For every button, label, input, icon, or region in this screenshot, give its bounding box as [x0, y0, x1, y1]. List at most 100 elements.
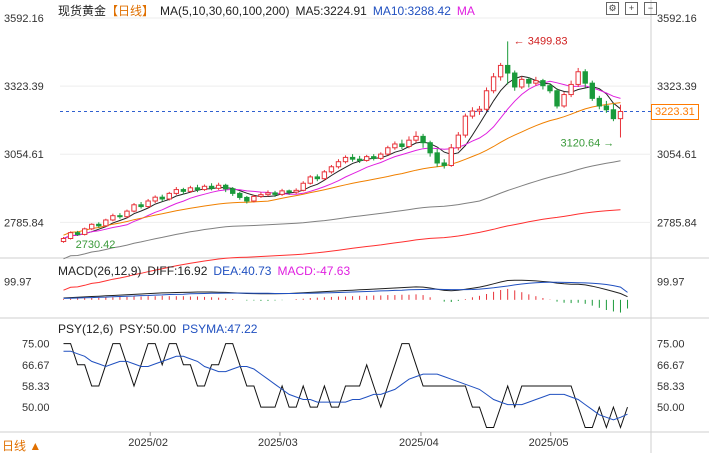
settings-icon[interactable]: ⚙ — [606, 2, 619, 15]
psy-y-tick-left: 50.00 — [22, 402, 50, 414]
x-tick-label: 2025/05 — [529, 437, 569, 449]
candle-body — [166, 192, 172, 200]
add-icon[interactable]: + — [625, 2, 638, 15]
candle-body — [159, 196, 165, 200]
low-annotation: 2730.42 — [76, 239, 116, 251]
candle-body — [378, 153, 384, 159]
main-header: 现货黄金【日线】 MA(5,10,30,60,100,200) MA5:3224.9… — [58, 2, 481, 19]
macd-diff-line — [63, 279, 628, 299]
candle-body — [110, 215, 116, 221]
ma5-value: MA5:3224.91 — [295, 4, 367, 18]
candle-body — [399, 143, 405, 148]
candlesticks — [60, 41, 624, 243]
candle-body — [533, 80, 539, 84]
y-tick-left: 3054.61 — [4, 149, 44, 161]
candle-body — [307, 176, 313, 184]
macd-y-tick-right: 99.97 — [657, 277, 685, 289]
candle-body — [603, 105, 610, 111]
candle-body — [230, 188, 236, 194]
psyma-value: PSYMA:47.22 — [182, 322, 258, 336]
psy-y-tick-right: 50.00 — [657, 402, 685, 414]
candle-body — [117, 215, 123, 218]
y-tick-right: 3592.16 — [657, 13, 697, 25]
period-label[interactable]: 【日线】 — [106, 4, 155, 18]
ma-params: MA(5,10,30,60,100,200) — [160, 4, 290, 18]
candle-body — [519, 78, 525, 88]
candle-body — [356, 158, 363, 161]
current-price-tag: 3223.31 — [651, 104, 699, 120]
candle-body — [610, 109, 617, 120]
candle-body — [187, 187, 194, 192]
macd-diff: DIFF:16.92 — [147, 264, 208, 278]
candle-body — [469, 110, 476, 117]
psy-y-tick-left: 58.33 — [22, 381, 50, 393]
instrument-name: 现货黄金 — [58, 4, 107, 18]
candle-body — [582, 71, 588, 84]
candle-body — [568, 83, 574, 96]
macd-value: MACD:-47.63 — [277, 264, 351, 278]
candle-body — [406, 139, 412, 148]
minus-icon[interactable]: − — [644, 2, 657, 15]
candle-body — [138, 204, 144, 208]
low-annotation: 3120.64 → — [560, 138, 614, 150]
y-tick-right: 3054.61 — [657, 149, 697, 161]
period-toggle-button[interactable]: 日线 ▲ — [2, 439, 42, 453]
psy-value: PSY:50.00 — [119, 322, 177, 336]
candle-body — [328, 166, 335, 173]
candle-body — [251, 195, 257, 202]
candle-body — [131, 204, 137, 212]
annotations: ← 3499.83 2730.42 3120.64 → — [76, 35, 615, 251]
candle-body — [89, 223, 95, 230]
candle-body — [258, 194, 264, 197]
candle-body — [103, 219, 109, 227]
candle-body — [67, 232, 74, 239]
y-tick-right: 2785.84 — [657, 217, 697, 229]
y-tick-left: 3592.16 — [4, 13, 44, 25]
candle-body — [504, 64, 511, 74]
candle-body — [194, 187, 201, 191]
ma10-value: MA10:3288.42 — [372, 4, 451, 18]
candle-body — [554, 90, 560, 107]
candle-body — [547, 85, 553, 92]
candle-body — [237, 192, 243, 198]
x-tick-label: 2025/03 — [258, 437, 298, 449]
candle-body — [526, 78, 532, 84]
candle-body — [385, 147, 391, 155]
candle-body — [215, 184, 222, 189]
axis-labels: 3592.16 3592.16 3323.39 3323.39 3054.61 3054.… — [4, 13, 697, 449]
candle-body — [455, 134, 462, 149]
candle-body — [371, 156, 377, 159]
psy-psy-line — [63, 343, 628, 430]
candle-body — [173, 189, 180, 194]
macd-dea-line — [63, 281, 628, 299]
ma10-line — [63, 80, 621, 239]
candle-body — [74, 232, 81, 235]
candle-body — [596, 97, 603, 107]
psy-psyma-line — [63, 350, 628, 421]
ma-more: MA — [456, 4, 475, 18]
candle-body — [589, 82, 595, 99]
x-tick-label: 2025/04 — [399, 437, 439, 449]
y-tick-left: 3323.39 — [4, 81, 44, 93]
candle-body — [96, 223, 102, 227]
toolbar-icons: ⚙ + − — [606, 2, 657, 15]
ma100-line — [63, 209, 621, 291]
candle-body — [145, 200, 151, 208]
candle-body — [244, 196, 250, 202]
macd-y-tick-left: 99.97 — [4, 277, 32, 289]
candle-body — [363, 156, 370, 161]
candle-body — [561, 94, 567, 107]
candle-body — [272, 192, 278, 195]
psy-y-tick-right: 58.33 — [657, 381, 685, 393]
psy-y-tick-left: 66.67 — [22, 360, 50, 372]
psy-y-tick-left: 75.00 — [22, 339, 50, 351]
macd-dea: DEA:40.73 — [213, 264, 272, 278]
y-tick-right: 3323.39 — [657, 81, 697, 93]
psy-label: PSY(12,6) — [58, 322, 114, 336]
candle-body — [441, 162, 447, 167]
candle-body — [180, 189, 187, 192]
macd-panel — [63, 279, 629, 313]
psy-panel — [63, 343, 628, 430]
candle-body — [490, 76, 497, 92]
